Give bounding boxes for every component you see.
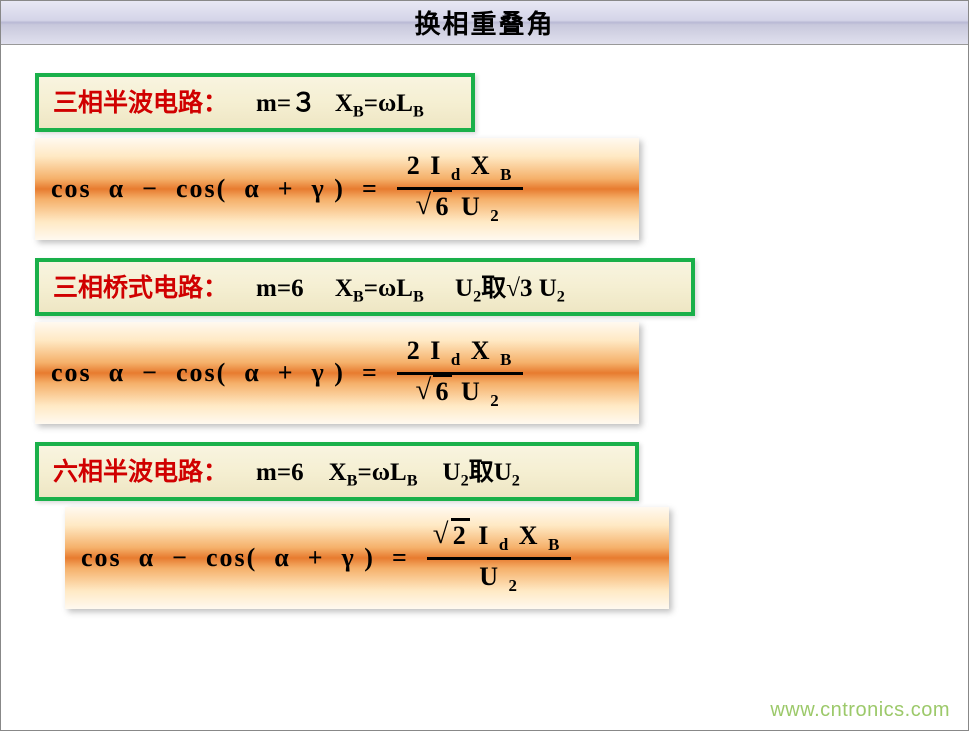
numerator: 2 I d X B [397, 149, 524, 187]
title-bar: 换相重叠角 [1, 1, 968, 45]
section-six-phase-half: 六相半波电路： m=6 XB=ωLB U2取U2 cos α − cos( α + … [35, 442, 934, 609]
numerator: 2 I d X B [397, 334, 524, 372]
circuit-name: 三相桥式电路： [53, 275, 228, 302]
formula-three-phase-half: cos α − cos( α + γ ) = 2 I d X B6 U 2 [35, 138, 639, 240]
formula-lhs: cos α − cos( α + γ ) = [81, 543, 409, 573]
circuit-params: m=6 XB=ωLB U2取√3 U2 [256, 275, 565, 302]
watermark: www.cntronics.com [770, 699, 950, 722]
formula-fraction: 2 I d X BU 2 [427, 519, 572, 598]
formula-fraction: 2 I d X B6 U 2 [397, 149, 524, 228]
denominator: U 2 [469, 560, 529, 598]
numerator: 2 I d X B [427, 519, 572, 557]
formula-six-phase-half: cos α − cos( α + γ ) = 2 I d X BU 2 [65, 507, 669, 609]
circuit-name: 三相半波电路： [53, 90, 228, 117]
denominator: 6 U 2 [409, 375, 510, 413]
circuit-params: m=３ XB=ωLB [256, 90, 424, 117]
section-three-phase-half: 三相半波电路： m=３ XB=ωLB cos α − cos( α + γ ) = 2… [35, 73, 934, 240]
circuit-name: 六相半波电路： [53, 459, 228, 486]
section-three-phase-bridge: 三相桥式电路： m=6 XB=ωLB U2取√3 U2 cos α − cos( α… [35, 258, 934, 425]
page-title: 换相重叠角 [414, 4, 554, 41]
formula-lhs: cos α − cos( α + γ ) = [51, 174, 379, 204]
circuit-params: m=6 XB=ωLB U2取U2 [256, 459, 520, 486]
heading-three-phase-half: 三相半波电路： m=３ XB=ωLB [35, 73, 475, 132]
slide-content: 三相半波电路： m=３ XB=ωLB cos α − cos( α + γ ) = 2… [1, 45, 968, 730]
formula-fraction: 2 I d X B6 U 2 [397, 334, 524, 413]
heading-three-phase-bridge: 三相桥式电路： m=6 XB=ωLB U2取√3 U2 [35, 258, 695, 317]
heading-six-phase-half: 六相半波电路： m=6 XB=ωLB U2取U2 [35, 442, 639, 501]
formula-three-phase-bridge: cos α − cos( α + γ ) = 2 I d X B6 U 2 [35, 322, 639, 424]
formula-lhs: cos α − cos( α + γ ) = [51, 358, 379, 388]
denominator: 6 U 2 [409, 190, 510, 228]
